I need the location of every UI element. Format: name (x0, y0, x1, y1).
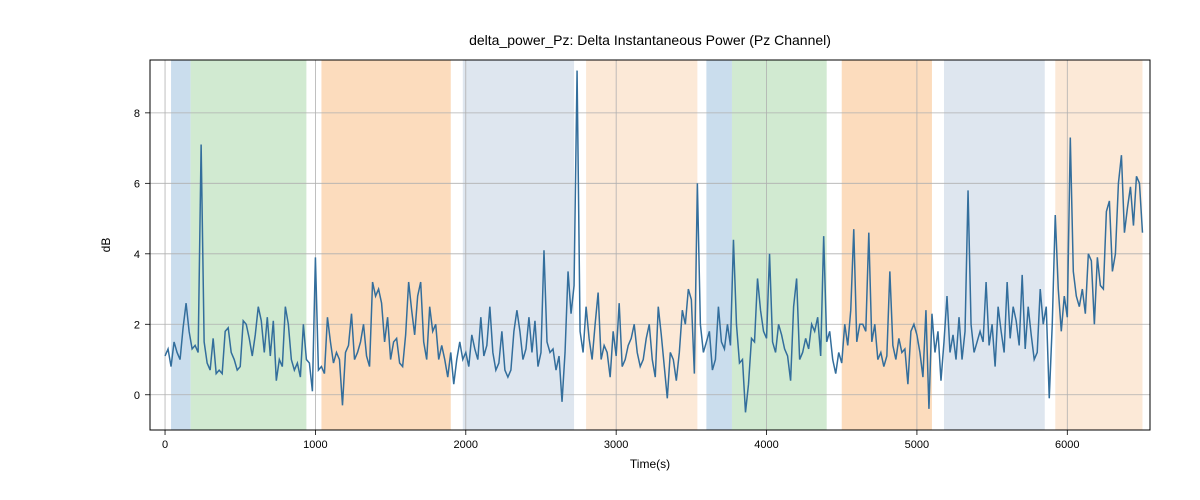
background-band (463, 60, 574, 430)
line-chart: 0 1000 2000 3000 4000 5000 6000 0 2 4 6 8 Time(s) dB d… (0, 0, 1200, 500)
background-band (706, 60, 732, 430)
x-tick-label: 4000 (754, 439, 778, 451)
background-band (191, 60, 307, 430)
background-band (732, 60, 827, 430)
y-tick-label: 0 (134, 390, 140, 402)
x-tick-label: 1000 (303, 439, 327, 451)
y-tick-label: 8 (134, 108, 140, 120)
y-tick-label: 6 (134, 178, 140, 190)
background-band (842, 60, 932, 430)
y-tick-label: 4 (134, 249, 140, 261)
y-tick-label: 2 (134, 319, 140, 331)
y-axis-label: dB (99, 238, 113, 253)
background-band (586, 60, 697, 430)
background-band (171, 60, 191, 430)
x-axis-label: Time(s) (630, 457, 670, 471)
x-tick-label: 5000 (905, 439, 929, 451)
chart-container: 0 1000 2000 3000 4000 5000 6000 0 2 4 6 8 Time(s) dB d… (0, 0, 1200, 500)
background-band (944, 60, 1045, 430)
x-tick-label: 3000 (604, 439, 628, 451)
x-tick-label: 2000 (454, 439, 478, 451)
x-tick-label: 6000 (1055, 439, 1079, 451)
chart-title: delta_power_Pz: Delta Instantaneous Powe… (469, 32, 831, 48)
x-tick-label: 0 (162, 439, 168, 451)
